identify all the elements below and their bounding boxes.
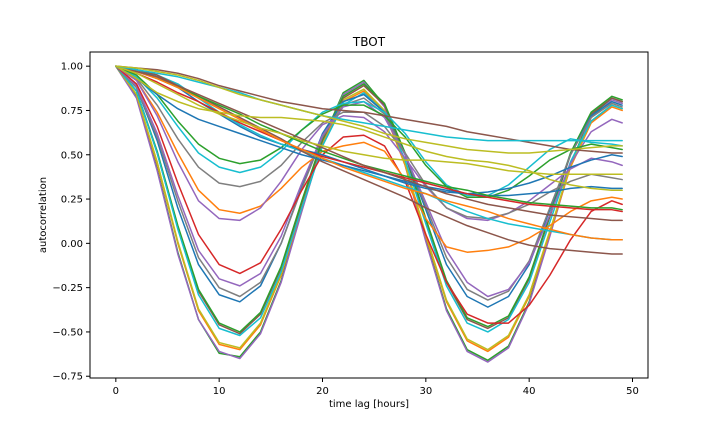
y-tick-label: −0.75 [52, 372, 83, 383]
series-line-20 [115, 65, 623, 197]
series-line-15 [115, 65, 623, 197]
x-tick-label: 30 [419, 386, 432, 397]
x-tick-label: 20 [316, 386, 329, 397]
y-tick-label: 0.50 [61, 150, 83, 161]
series-line-23 [115, 65, 623, 241]
series-line-21 [115, 65, 623, 211]
series-line-28 [115, 65, 623, 142]
x-tick-label: 10 [213, 386, 226, 397]
x-tick-label: 40 [523, 386, 536, 397]
series-line-10 [115, 65, 623, 298]
series-line-22 [115, 65, 623, 213]
y-tick-label: −0.25 [52, 283, 83, 294]
series-line-16 [115, 65, 623, 199]
y-tick-label: −0.50 [52, 327, 83, 338]
series-line-6 [115, 65, 623, 333]
plot-frame [89, 51, 649, 379]
chart-title: TBOT [352, 35, 386, 49]
series-line-4 [115, 65, 623, 351]
series-line-25 [115, 65, 623, 191]
series-line-29 [115, 65, 623, 154]
plot-area [90, 52, 648, 378]
series-line-14 [115, 65, 623, 220]
series-line-27 [115, 65, 623, 154]
x-axis: 0 10 20 30 40 50 [113, 378, 639, 397]
y-axis-title: autocorrelation [38, 177, 49, 253]
series-line-24 [115, 65, 623, 222]
series-line-26 [115, 65, 623, 175]
y-axis: −0.75 −0.50 −0.25 0.00 0.25 0.50 0.75 1.00 [52, 62, 90, 383]
y-tick-label: 1.00 [61, 62, 83, 73]
y-tick-label: 0.00 [61, 239, 83, 250]
y-tick-label: 0.25 [61, 195, 83, 206]
x-tick-label: 50 [626, 386, 639, 397]
x-tick-label: 0 [113, 386, 119, 397]
series-line-9 [115, 65, 623, 301]
series-layer [115, 65, 623, 363]
y-tick-label: 0.75 [61, 106, 83, 117]
x-axis-title: time lag [hours] [329, 399, 409, 410]
series-line-11 [115, 65, 623, 324]
